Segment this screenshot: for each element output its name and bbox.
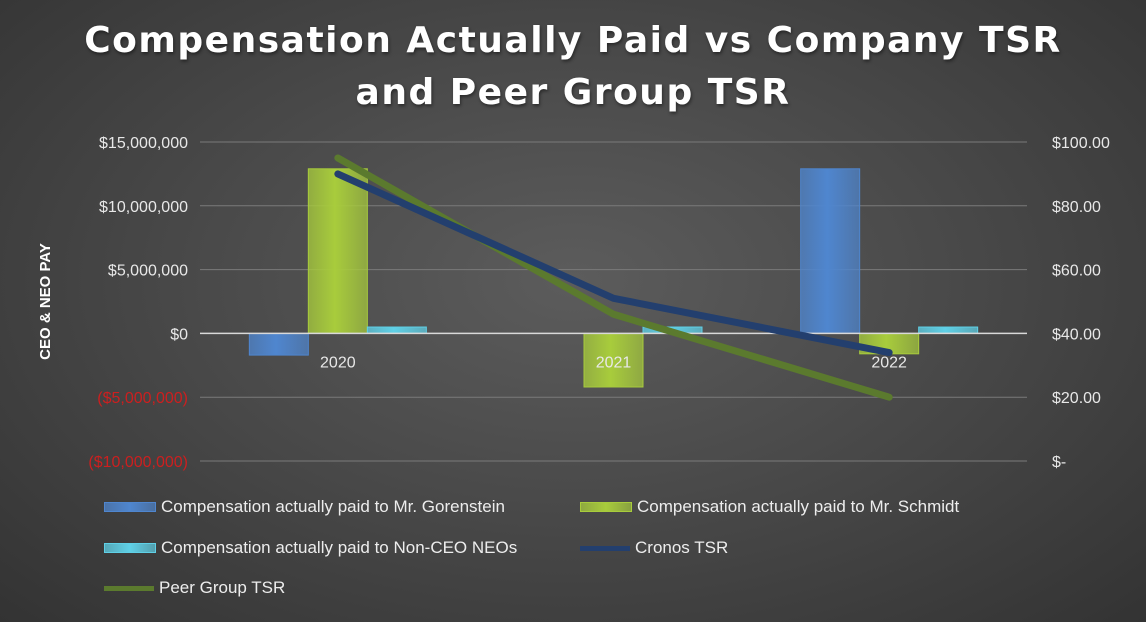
point-peer-group-tsr-2022 xyxy=(888,396,890,398)
bar-schmidt-2021 xyxy=(583,332,644,388)
y2-tick-label-40-00: $40.00 xyxy=(1052,326,1101,343)
y-tick-label-5-000-000: $5,000,000 xyxy=(108,263,188,280)
legend-swatch-schmidt xyxy=(580,502,632,512)
x-tick-label-2020: 2020 xyxy=(320,354,356,371)
bar-gorenstein-2022 xyxy=(800,168,861,334)
x-tick-label-2022: 2022 xyxy=(871,354,907,371)
legend-item-gorenstein: Compensation actually paid to Mr. Gorens… xyxy=(104,497,505,517)
legend-item-cronos-tsr: Cronos TSR xyxy=(580,538,728,558)
point-cronos-tsr-2020 xyxy=(337,173,339,175)
legend-swatch-cronos-tsr xyxy=(580,545,630,551)
y-tick-label-10-000-000: ($10,000,000) xyxy=(88,454,188,471)
legend-label-non-ceo: Compensation actually paid to Non-CEO NE… xyxy=(161,538,518,557)
legend-label-cronos-tsr: Cronos TSR xyxy=(635,538,729,557)
x-tick-label-2021: 2021 xyxy=(596,354,632,371)
y-tick-label-5-000-000: ($5,000,000) xyxy=(97,390,188,407)
legend-label-peer-tsr: Peer Group TSR xyxy=(159,578,286,597)
point-peer-group-tsr-2021 xyxy=(613,313,614,315)
y2-tick-label-100-00: $100.00 xyxy=(1052,135,1110,152)
legend-label-schmidt: Compensation actually paid to Mr. Schmid… xyxy=(637,497,960,516)
y2-tick-label-80-00: $80.00 xyxy=(1052,199,1101,216)
y2-tick-label-20-00: $20.00 xyxy=(1052,390,1101,407)
legend-swatch-non-ceo xyxy=(104,543,156,553)
legend-swatch-peer-tsr xyxy=(104,585,154,591)
y-axis-title: CEO & NEO PAY xyxy=(37,243,54,360)
y2-tick-label-: $- xyxy=(1052,454,1066,471)
legend-label-gorenstein: Compensation actually paid to Mr. Gorens… xyxy=(161,497,505,516)
y-tick-label-15-000-000: $15,000,000 xyxy=(99,135,188,152)
bar-non-ceo-2020 xyxy=(366,326,427,334)
chart-title-line-1: Compensation Actually Paid vs Company TS… xyxy=(84,20,1062,61)
legend-item-non-ceo: Compensation actually paid to Non-CEO NE… xyxy=(104,538,517,558)
bar-non-ceo-2022 xyxy=(918,326,979,334)
legend-item-peer-tsr: Peer Group TSR xyxy=(104,578,285,598)
y-tick-label-10-000-000: $10,000,000 xyxy=(99,199,188,216)
chart-title-line-2: and Peer Group TSR xyxy=(355,72,791,113)
point-cronos-tsr-2021 xyxy=(613,297,614,299)
bar-schmidt-2020 xyxy=(307,168,368,334)
legend-item-schmidt: Compensation actually paid to Mr. Schmid… xyxy=(580,497,959,517)
y-tick-label-0: $0 xyxy=(170,326,188,343)
point-peer-group-tsr-2020 xyxy=(337,157,339,159)
legend-swatch-gorenstein xyxy=(104,502,156,512)
bar-gorenstein-2020 xyxy=(248,332,309,356)
y2-tick-label-60-00: $60.00 xyxy=(1052,263,1101,280)
point-cronos-tsr-2022 xyxy=(888,352,890,354)
